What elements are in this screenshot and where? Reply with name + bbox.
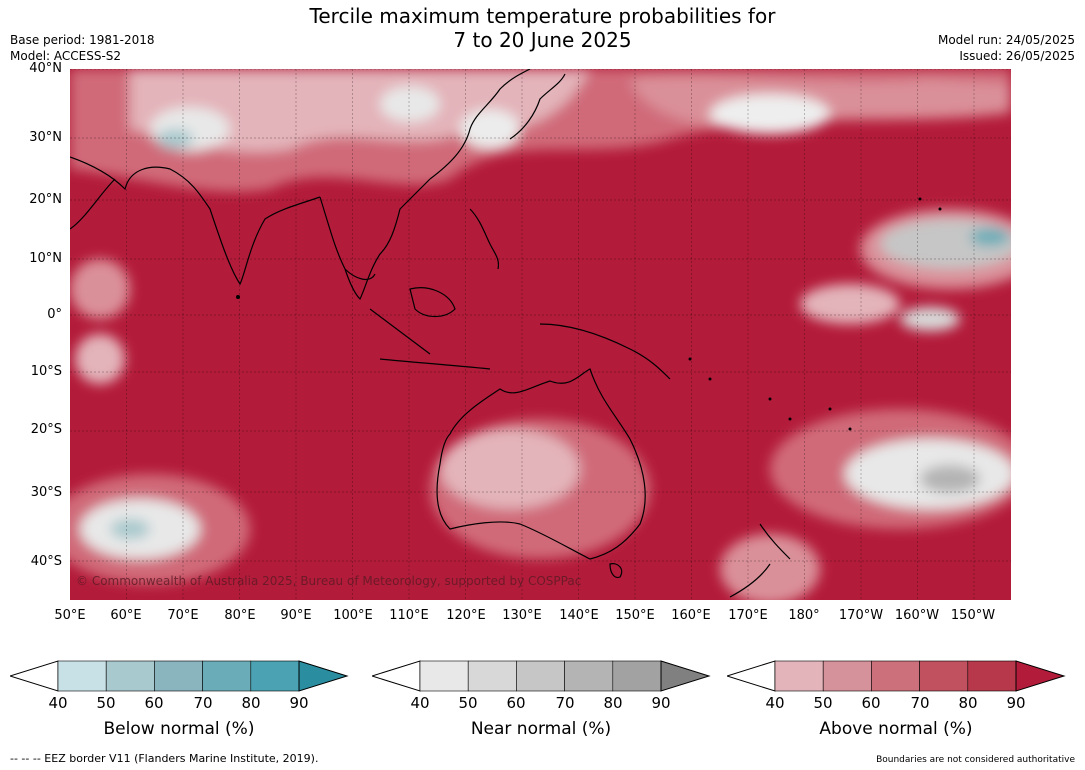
lon-label-180: 180° — [788, 608, 820, 623]
legend-above-normal — [725, 660, 1067, 750]
colorbar-near-swatch — [419, 660, 469, 692]
coastlines — [69, 68, 791, 598]
lat-label-0: 0° — [47, 307, 62, 322]
legend-below-tick: 80 — [241, 694, 261, 712]
legend-below-tick: 40 — [48, 694, 68, 712]
legend-near-tick: 60 — [506, 694, 526, 712]
lon-label-130e: 130°E — [502, 608, 542, 623]
colorbar-below-swatch — [202, 660, 252, 692]
probability-patches — [50, 69, 1040, 604]
legend-above-tick: 90 — [1006, 694, 1026, 712]
lat-label-30s: 30°S — [30, 485, 62, 500]
lon-label-90e: 90°E — [280, 608, 312, 623]
colorbar-above — [725, 660, 1066, 692]
legend-near-normal — [370, 660, 712, 750]
lat-label-10n: 10°N — [29, 251, 62, 266]
lon-label-120e: 120°E — [446, 608, 486, 623]
colorbar-above-low-arrow — [725, 660, 776, 692]
legend-below-tick: 90 — [289, 694, 309, 712]
lon-label-150w: 150°W — [950, 608, 996, 623]
boundaries-note: Boundaries are not considered authoritat… — [876, 755, 1075, 765]
colorbar-near-swatch — [516, 660, 565, 692]
legend-above-tick: 40 — [765, 694, 785, 712]
legend-above-tick: 70 — [910, 694, 930, 712]
lon-label-150e: 150°E — [615, 608, 655, 623]
colorbar-below — [8, 660, 349, 692]
legend-near-tick: 90 — [651, 694, 671, 712]
colorbar-near-swatch — [564, 660, 614, 692]
lon-label-140e: 140°E — [559, 608, 599, 623]
legend-near-title: Near normal (%) — [470, 719, 612, 739]
title-line-1: Tercile maximum temperature probabilitie… — [309, 4, 776, 28]
legend-above-tick: 60 — [861, 694, 881, 712]
colorbar-below-low-arrow — [8, 660, 59, 692]
lon-label-50e: 50°E — [54, 608, 86, 623]
colorbar-above-high-arrow — [1015, 660, 1066, 692]
lon-label-80e: 80°E — [224, 608, 256, 623]
legend-below-tick: 70 — [193, 694, 213, 712]
legend-near-tick: 50 — [458, 694, 478, 712]
colorbar-above-swatch — [919, 660, 969, 692]
lon-label-160e: 160°E — [671, 608, 711, 623]
lat-label-10s: 10°S — [30, 364, 62, 379]
lat-label-20n: 20°N — [29, 192, 62, 207]
islands — [236, 197, 942, 431]
lon-label-110e: 110°E — [389, 608, 429, 623]
colorbar-near-low-arrow — [370, 660, 421, 692]
legend-above-tick: 80 — [958, 694, 978, 712]
colorbar-near-swatches — [419, 660, 662, 692]
colorbar-below-swatch — [154, 660, 203, 692]
graticule — [70, 68, 1011, 600]
lat-label-40n: 40°N — [29, 61, 62, 76]
colorbar-above-swatch — [967, 660, 1017, 692]
legend-near-tick: 70 — [555, 694, 575, 712]
issued-date: Issued: 26/05/2025 — [959, 49, 1075, 63]
legend-below-tick: 60 — [144, 694, 164, 712]
colorbar-near-high-arrow — [660, 660, 711, 692]
model-run: Model run: 24/05/2025 — [937, 33, 1075, 47]
map-svg: © Commonwealth of Australia 2025, Bureau… — [50, 68, 1040, 604]
colorbar-below-swatch — [57, 660, 107, 692]
colorbar-below-swatch — [250, 660, 300, 692]
colorbar-below-swatches — [57, 660, 300, 692]
run-info: Model run: 24/05/2025 Issued: 26/05/2025 — [938, 32, 1075, 64]
legend-below-title: Below normal (%) — [103, 719, 255, 739]
map-copyright: © Commonwealth of Australia 2025, Bureau… — [76, 574, 581, 588]
colorbar-above-swatch — [774, 660, 824, 692]
lon-label-70e: 70°E — [167, 608, 199, 623]
legend-below-tick: 50 — [96, 694, 116, 712]
base-period: Base period: 1981-2018 — [10, 33, 155, 47]
lat-label-20s: 20°S — [30, 422, 62, 437]
colorbar-above-swatch — [871, 660, 920, 692]
probability-map[interactable]: © Commonwealth of Australia 2025, Bureau… — [50, 68, 1040, 604]
legend-below-normal — [8, 660, 350, 750]
legend-above-tick: 50 — [813, 694, 833, 712]
model-info: Base period: 1981-2018 Model: ACCESS-S2 — [10, 32, 155, 64]
legend-above-title: Above normal (%) — [819, 719, 973, 739]
lon-label-100e: 100°E — [333, 608, 373, 623]
eez-border-note: -- -- -- EEZ border V11 (Flanders Marine… — [10, 752, 319, 765]
lon-label-60e: 60°E — [110, 608, 142, 623]
colorbar-above-swatches — [774, 660, 1017, 692]
title-line-2: 7 to 20 June 2025 — [453, 28, 632, 52]
lon-label-170e: 170°E — [728, 608, 768, 623]
map-title: Tercile maximum temperature probabilitie… — [0, 4, 1085, 52]
colorbar-near-swatch — [612, 660, 662, 692]
colorbar-below-swatch — [105, 660, 155, 692]
lat-label-30n: 30°N — [29, 130, 62, 145]
lon-label-160w: 160°W — [894, 608, 940, 623]
legend-near-tick: 80 — [603, 694, 623, 712]
colorbar-above-swatch — [822, 660, 872, 692]
colorbar-below-high-arrow — [298, 660, 349, 692]
lat-label-40s: 40°S — [30, 554, 62, 569]
colorbar-near-swatch — [467, 660, 517, 692]
lon-label-170w: 170°W — [838, 608, 884, 623]
colorbar-near — [370, 660, 711, 692]
model-name: Model: ACCESS-S2 — [10, 49, 122, 63]
legend-near-tick: 40 — [410, 694, 430, 712]
